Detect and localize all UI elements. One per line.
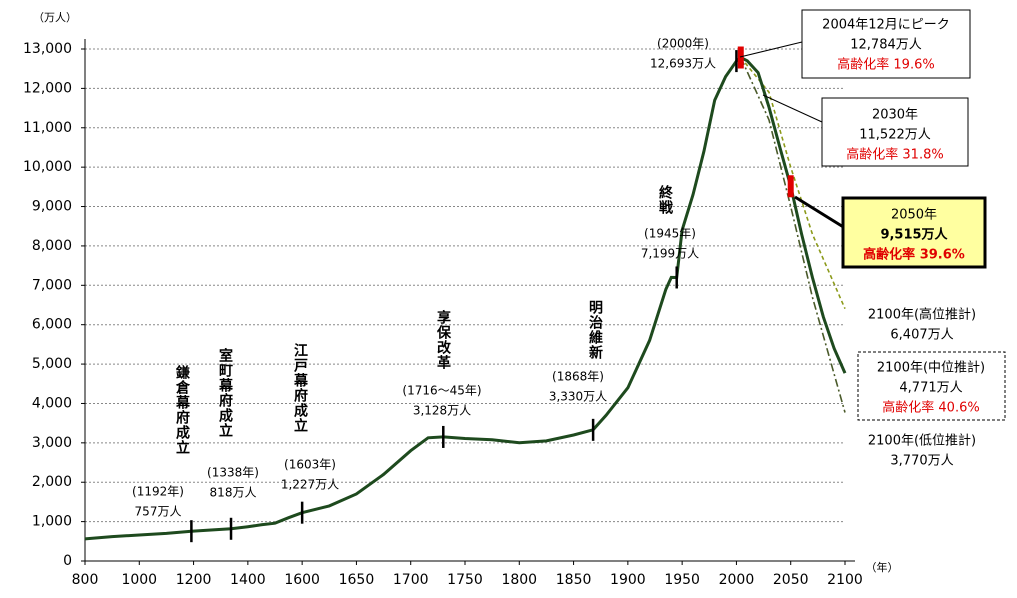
point-marker	[229, 517, 233, 540]
point-label: (2000年)	[657, 37, 709, 51]
y-tick-label: 11,000	[23, 120, 72, 136]
x-tick-label: 1650	[339, 572, 375, 588]
point-label: 818万人	[210, 486, 257, 500]
y-tick-label: 1,000	[32, 514, 72, 530]
y-tick-label: 9,000	[32, 199, 72, 215]
x-tick-label: 1200	[176, 572, 212, 588]
y-tick-label: 3,000	[32, 435, 72, 451]
point-label: (1868年)	[552, 370, 604, 384]
callout-text: 高齢化率 31.8%	[846, 147, 943, 163]
point-marker	[675, 266, 678, 289]
point-label: (1603年)	[284, 458, 336, 472]
callout-box	[841, 196, 987, 269]
x-tick-label: 1700	[393, 572, 429, 588]
y-tick-label: 6,000	[32, 317, 72, 333]
point-label: 7,199万人	[641, 247, 699, 261]
x-tick-label: 2050	[773, 572, 809, 588]
callout-text: 2100年(中位推計)	[877, 360, 985, 376]
point-label: (1338年)	[207, 466, 259, 480]
callout-text: 2100年(低位推計)	[868, 433, 976, 449]
x-tick-label: 800	[72, 572, 99, 588]
x-tick-label: 1600	[284, 572, 320, 588]
y-tick-label: 0	[63, 553, 72, 569]
y-tick-label: 7,000	[32, 277, 72, 293]
x-tick-label: 1400	[230, 572, 266, 588]
point-label: 1,227万人	[281, 478, 339, 492]
x-tick-label: 2000	[719, 572, 755, 588]
point-marker	[737, 46, 744, 69]
point-label: (1192年)	[132, 485, 184, 499]
event-label: 享保改革	[435, 309, 452, 370]
point-marker	[190, 520, 193, 543]
callout-text: 12,784万人	[850, 38, 922, 53]
callout-text: 4,771万人	[899, 381, 962, 396]
y-tick-label: 12,000	[23, 80, 72, 96]
callout-text: 6,407万人	[890, 328, 953, 343]
event-label: 室町幕府成立	[217, 347, 234, 438]
callout-box	[857, 351, 1006, 421]
point-label: (1716～45年)	[402, 384, 481, 398]
x-tick-label: 2100	[827, 572, 863, 588]
callout-box	[821, 97, 969, 167]
callout-connector	[794, 195, 846, 230]
point-marker	[735, 50, 738, 73]
event-label: 明治維新	[587, 300, 603, 360]
y-tick-label: 10,000	[23, 159, 72, 175]
callout-text: 2100年(高位推計)	[868, 307, 976, 323]
point-label: 757万人	[135, 505, 182, 519]
callout-text: 11,522万人	[859, 128, 931, 143]
event-label: 終戦	[657, 184, 673, 215]
callout-text: 2030年	[872, 108, 918, 123]
callout-text: 高齢化率 39.6%	[863, 247, 965, 263]
series-line	[84, 55, 847, 541]
callout-text: 2050年	[891, 208, 937, 223]
point-marker	[300, 501, 304, 524]
y-tick-label: 4,000	[32, 395, 72, 411]
x-unit: （年）	[866, 560, 899, 574]
event-label: 鎌倉幕府成立	[174, 364, 191, 455]
y-unit: （万人）	[33, 11, 77, 24]
callout-text: 高齢化率 40.6%	[882, 400, 979, 416]
y-tick-label: 13,000	[23, 41, 72, 57]
series-line	[740, 57, 846, 413]
point-marker	[787, 175, 794, 198]
x-tick-label: 1000	[121, 572, 157, 588]
x-tick-label: 1900	[610, 572, 646, 588]
callout-connector	[739, 41, 803, 58]
callout-connector	[762, 94, 823, 123]
point-marker	[591, 418, 595, 441]
callout-text: 高齢化率 19.6%	[837, 57, 934, 73]
point-label: 3,330万人	[549, 390, 607, 404]
x-tick-label: 1750	[447, 572, 483, 588]
y-tick-label: 2,000	[32, 474, 72, 490]
callout-text: 3,770万人	[890, 454, 953, 469]
callout-text: 2004年12月にピーク	[822, 18, 950, 33]
x-tick-label: 1800	[501, 572, 537, 588]
x-tick-label: 1950	[664, 572, 700, 588]
point-label: 12,693万人	[650, 57, 716, 71]
x-tick-label: 1850	[556, 572, 592, 588]
point-marker	[442, 425, 445, 448]
y-tick-label: 5,000	[32, 356, 72, 372]
callout-text: 9,515万人	[880, 227, 948, 243]
point-label: (1945年)	[644, 227, 696, 241]
event-label: 江戸幕府成立	[292, 342, 309, 433]
callout-box	[801, 9, 971, 79]
point-label: 3,128万人	[413, 404, 471, 418]
y-tick-label: 8,000	[32, 238, 72, 254]
